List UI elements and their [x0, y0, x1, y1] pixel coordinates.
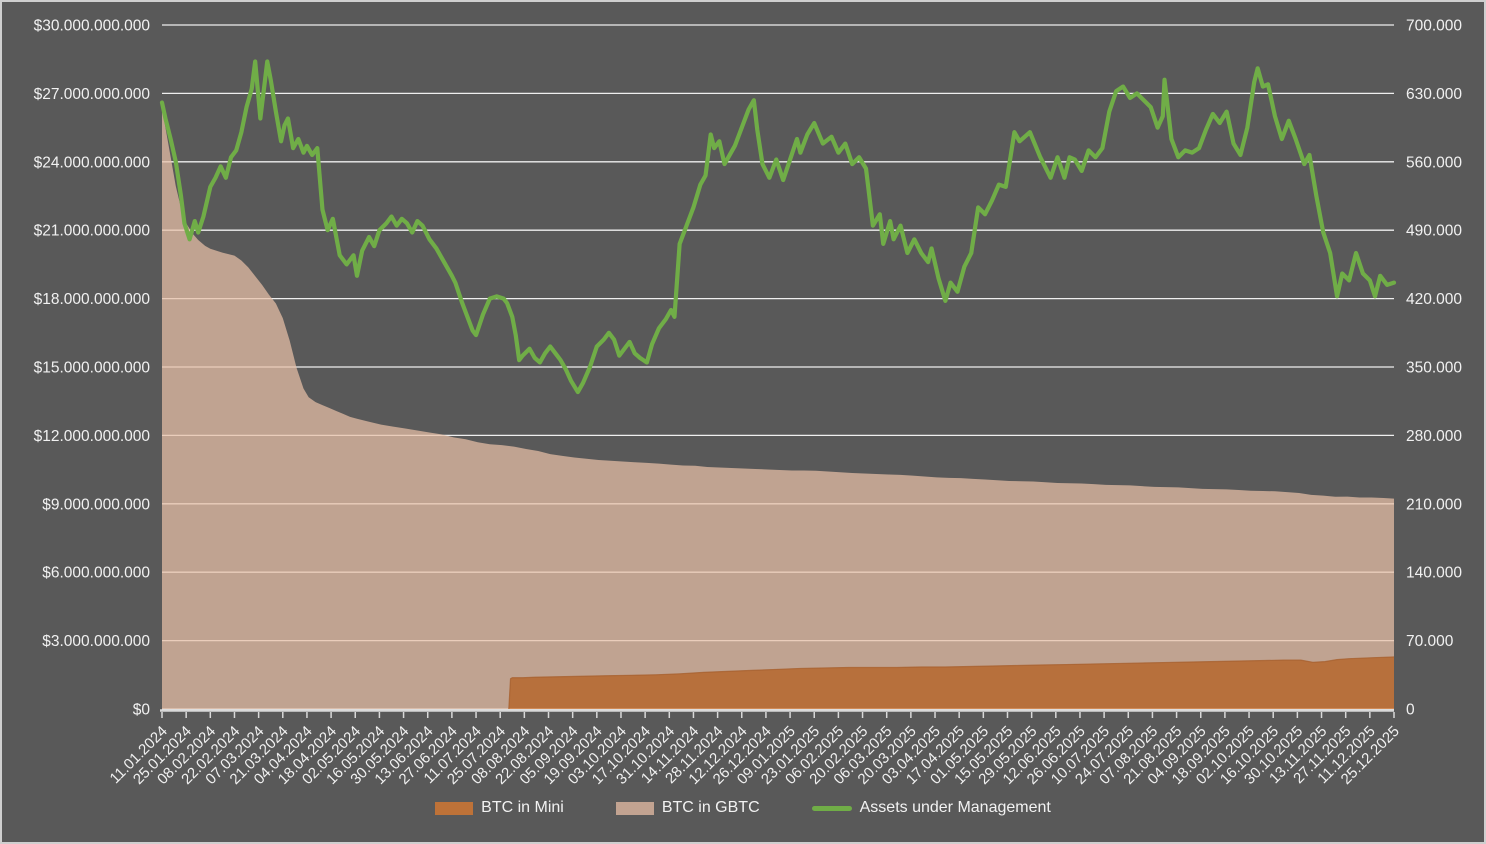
y-axis-right-label: 630.000 — [1406, 86, 1462, 103]
aum-line-series[interactable] — [159, 59, 1397, 395]
legend-label: BTC in GBTC — [661, 799, 760, 816]
mini-area-series[interactable] — [508, 656, 1395, 709]
legend-label: BTC in Mini — [481, 799, 564, 816]
y-axis-left-label: $9.000.000.000 — [42, 496, 150, 513]
y-axis-right-label: 0 — [1406, 702, 1415, 719]
y-axis-right-label: 70.000 — [1406, 633, 1454, 650]
y-axis-right-label: 700.000 — [1406, 18, 1462, 35]
gbtc-area-series[interactable] — [162, 106, 1394, 710]
y-axis-left-label: $0 — [133, 702, 151, 719]
y-axis-left-label: $21.000.000.000 — [34, 223, 151, 240]
y-axis-right-label: 140.000 — [1406, 565, 1462, 582]
y-axis-left-label: $15.000.000.000 — [34, 360, 151, 377]
y-axis-left-label: $12.000.000.000 — [34, 428, 151, 445]
y-axis-right-label: 420.000 — [1406, 291, 1462, 308]
y-axis-left-label: $27.000.000.000 — [34, 86, 151, 103]
y-axis-right-label: 350.000 — [1406, 360, 1462, 377]
mini-area-top-edge — [508, 656, 1395, 710]
legend-item-btc-in-gbtc[interactable]: BTC in GBTC — [615, 799, 760, 817]
legend-label: Assets under Management — [859, 799, 1051, 816]
y-axis-right-label: 280.000 — [1406, 428, 1462, 445]
y-axis-left-label: $24.000.000.000 — [34, 154, 151, 171]
y-axis-right-label: 210.000 — [1406, 496, 1462, 513]
y-axis-left-label: $3.000.000.000 — [42, 633, 150, 650]
mini-area-swatch-icon — [435, 801, 474, 815]
legend-item-assets-under-management[interactable]: Assets under Management — [811, 799, 1051, 817]
gbtc-area-swatch-icon — [615, 801, 654, 815]
chart-legend: BTC in Mini BTC in GBTC Assets under Man… — [2, 799, 1484, 817]
y-axis-left-label: $30.000.000.000 — [34, 18, 151, 35]
y-axis-left-label: $6.000.000.000 — [42, 565, 150, 582]
legend-item-btc-in-mini[interactable]: BTC in Mini — [435, 799, 564, 817]
y-axis-right-label: 560.000 — [1406, 154, 1462, 171]
aum-line-swatch-icon — [811, 805, 852, 811]
y-axis-right-label: 490.000 — [1406, 223, 1462, 240]
y-axis-left-label: $18.000.000.000 — [34, 291, 151, 308]
